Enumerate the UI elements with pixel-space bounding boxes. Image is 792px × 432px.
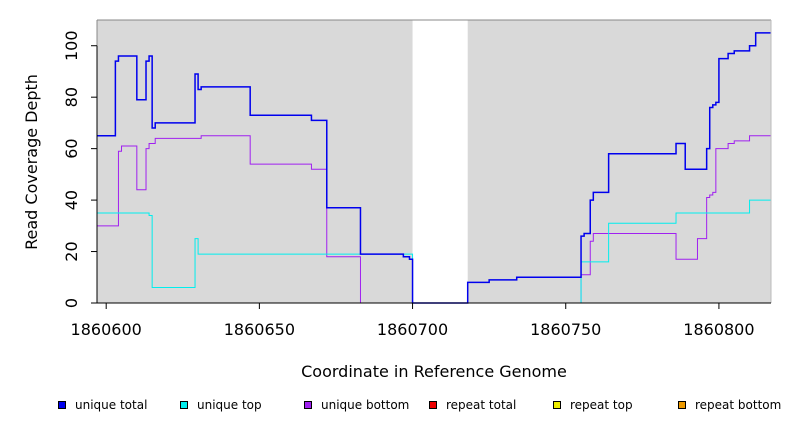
legend-item-repeat-top: repeat top: [553, 398, 633, 412]
y-tick-label: 40: [62, 190, 81, 210]
x-axis-label: Coordinate in Reference Genome: [301, 362, 567, 381]
legend-swatch: [553, 401, 561, 409]
x-tick-label: 1860750: [530, 320, 601, 339]
legend-item-unique-top: unique top: [180, 398, 262, 412]
legend-swatch: [180, 401, 188, 409]
y-tick-label: 20: [62, 241, 81, 261]
legend-item-repeat-total: repeat total: [429, 398, 516, 412]
legend-label: repeat total: [446, 398, 517, 412]
legend-item-unique-total: unique total: [58, 398, 147, 412]
series-line-unique-total: [97, 32, 771, 304]
legend-label: unique top: [197, 398, 262, 412]
legend-label: repeat bottom: [695, 398, 782, 412]
y-axis-label: Read Coverage Depth: [22, 74, 41, 250]
x-tick-label: 1860800: [683, 320, 754, 339]
legend-label: repeat top: [570, 398, 633, 412]
y-tick-label: 0: [62, 298, 81, 308]
plot-svg: 1860600 1860650 1860700 1860750 1860800 0 20 40…: [22, 19, 772, 381]
x-tick-label: 1860700: [377, 320, 448, 339]
gap-region: [412, 20, 468, 303]
y-tick-label: 60: [62, 138, 81, 158]
legend-label: unique total: [75, 398, 148, 412]
legend-label: unique bottom: [321, 398, 410, 412]
x-tick-label: 1860600: [71, 320, 142, 339]
legend-swatch: [678, 401, 686, 409]
legend: unique total unique top unique bottom repea…: [0, 398, 792, 420]
legend-swatch: [304, 401, 312, 409]
legend-swatch: [58, 401, 66, 409]
x-tick-label: 1860650: [224, 320, 295, 339]
y-tick-label: 100: [62, 30, 81, 61]
legend-item-repeat-bottom: repeat bottom: [678, 398, 781, 412]
y-tick-label: 80: [62, 87, 81, 107]
legend-item-unique-bottom: unique bottom: [304, 398, 409, 412]
series-line-unique-top: [97, 199, 771, 304]
legend-swatch: [429, 401, 437, 409]
